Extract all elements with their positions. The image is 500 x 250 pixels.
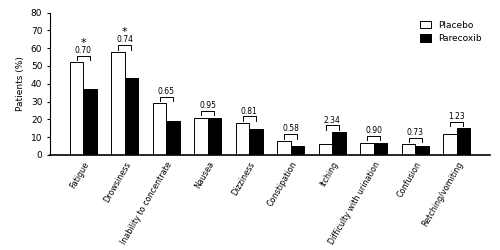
Text: 0.58: 0.58 bbox=[282, 124, 299, 134]
Bar bbox=[84, 89, 96, 155]
Bar bbox=[278, 141, 290, 155]
Bar bbox=[194, 118, 208, 155]
Bar bbox=[456, 128, 470, 155]
Bar bbox=[153, 103, 166, 155]
Text: 2.34: 2.34 bbox=[324, 116, 340, 124]
Bar bbox=[250, 129, 262, 155]
Legend: Placebo, Parecoxib: Placebo, Parecoxib bbox=[416, 17, 486, 47]
Bar bbox=[112, 52, 125, 155]
Bar bbox=[360, 142, 374, 155]
Bar bbox=[374, 144, 387, 155]
Text: 0.90: 0.90 bbox=[365, 126, 382, 135]
Bar bbox=[319, 144, 332, 155]
Text: 0.65: 0.65 bbox=[158, 87, 175, 96]
Bar bbox=[236, 123, 250, 155]
Text: 0.81: 0.81 bbox=[241, 107, 258, 116]
Y-axis label: Patients (%): Patients (%) bbox=[16, 56, 26, 111]
Bar bbox=[444, 134, 456, 155]
Bar bbox=[208, 118, 221, 155]
Bar bbox=[402, 144, 415, 155]
Text: 0.74: 0.74 bbox=[116, 36, 134, 44]
Bar bbox=[415, 146, 428, 155]
Text: 0.95: 0.95 bbox=[200, 101, 216, 110]
Text: 0.73: 0.73 bbox=[406, 128, 424, 137]
Bar bbox=[166, 121, 179, 155]
Text: 1.23: 1.23 bbox=[448, 112, 465, 121]
Text: *: * bbox=[122, 27, 128, 37]
Bar bbox=[290, 146, 304, 155]
Bar bbox=[125, 78, 138, 155]
Bar bbox=[70, 62, 84, 155]
Text: 0.70: 0.70 bbox=[75, 46, 92, 55]
Text: *: * bbox=[80, 38, 86, 48]
Bar bbox=[332, 132, 345, 155]
